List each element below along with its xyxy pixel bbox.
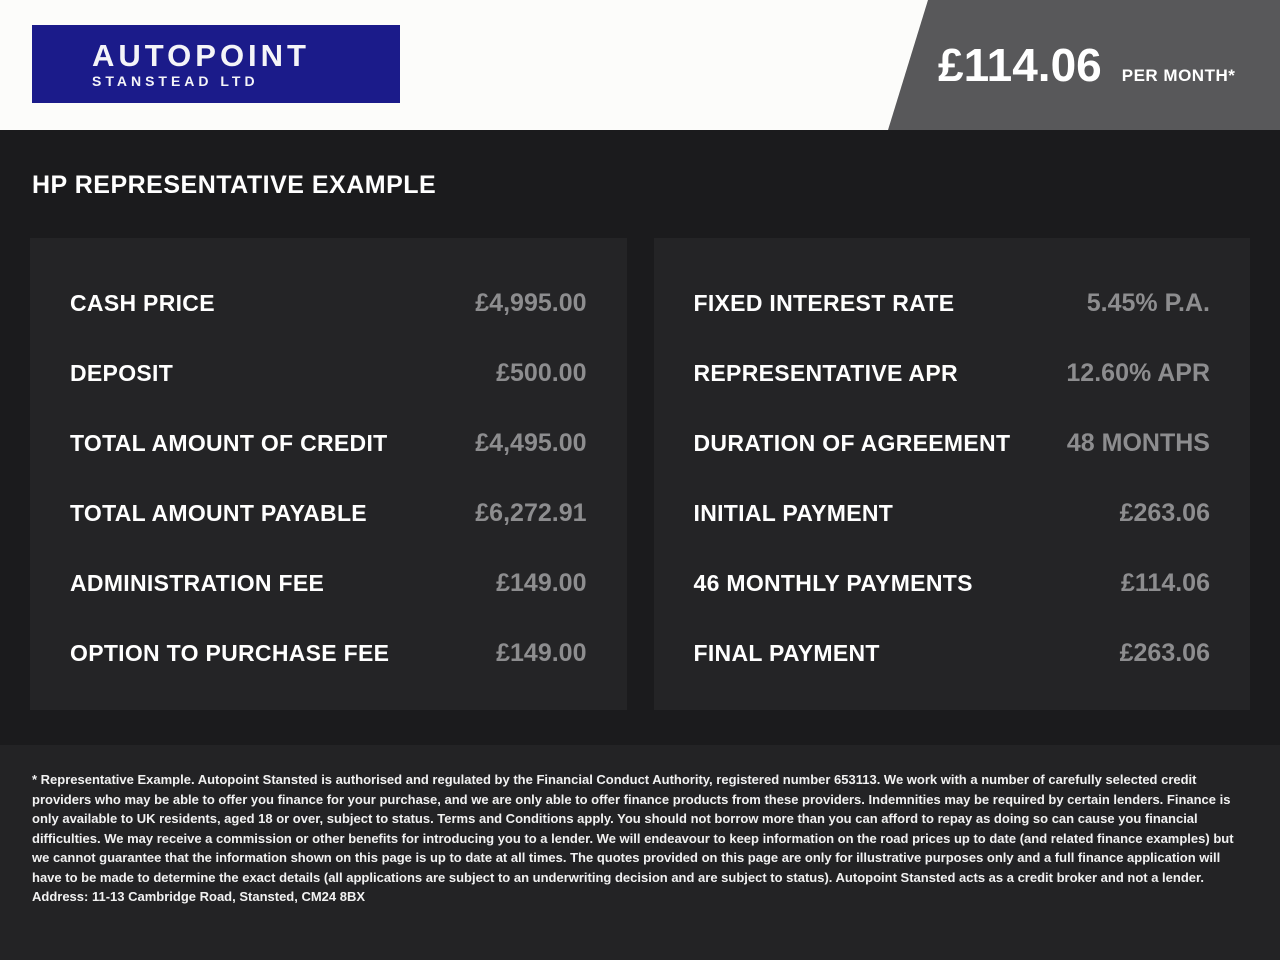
- finance-row-value: 5.45% P.A.: [1086, 288, 1210, 317]
- finance-row-value: £149.00: [496, 568, 587, 597]
- finance-row-label: FIXED INTEREST RATE: [693, 289, 955, 316]
- finance-row-value: 12.60% APR: [1066, 358, 1210, 387]
- finance-row: FIXED INTEREST RATE 5.45% P.A.: [694, 268, 1211, 338]
- finance-row: REPRESENTATIVE APR 12.60% APR: [694, 338, 1211, 408]
- finance-row-value: 48 MONTHS: [1066, 428, 1210, 457]
- finance-row-value: £500.00: [496, 358, 587, 387]
- finance-row-value: £114.06: [1121, 568, 1210, 597]
- dealer-logo-name: AUTOPOINT: [92, 38, 310, 73]
- finance-row: FINAL PAYMENT £263.06: [694, 618, 1211, 688]
- finance-row-label: TOTAL AMOUNT PAYABLE: [70, 499, 367, 526]
- monthly-price-banner: £114.06 PER MONTH*: [888, 0, 1280, 130]
- finance-row: INITIAL PAYMENT £263.06: [694, 478, 1211, 548]
- finance-row-label: DURATION OF AGREEMENT: [693, 429, 1011, 456]
- finance-row-value: £4,995.00: [475, 288, 587, 317]
- page-title: HP REPRESENTATIVE EXAMPLE: [32, 171, 437, 199]
- finance-panel-terms: FIXED INTEREST RATE 5.45% P.A. REPRESENT…: [653, 238, 1250, 710]
- finance-row-value: £263.06: [1119, 638, 1210, 667]
- finance-row-label: INITIAL PAYMENT: [693, 499, 894, 526]
- dealer-logo: AUTOPOINT STANSTEAD LTD: [32, 25, 400, 103]
- finance-row-value: £149.00: [496, 638, 587, 667]
- finance-row: TOTAL AMOUNT OF CREDIT £4,495.00: [70, 408, 587, 478]
- finance-panels: CASH PRICE £4,995.00 DEPOSIT £500.00 TOT…: [30, 238, 1250, 710]
- finance-row-label: DEPOSIT: [70, 359, 174, 386]
- dealer-logo-subtitle: STANSTEAD LTD: [92, 73, 259, 89]
- finance-row: OPTION TO PURCHASE FEE £149.00: [70, 618, 587, 688]
- finance-row-label: OPTION TO PURCHASE FEE: [70, 639, 390, 666]
- finance-row-label: TOTAL AMOUNT OF CREDIT: [70, 429, 388, 456]
- finance-row-label: ADMINISTRATION FEE: [70, 569, 325, 596]
- finance-row: CASH PRICE £4,995.00: [70, 268, 587, 338]
- legal-disclaimer: * Representative Example. Autopoint Stan…: [32, 772, 1234, 904]
- finance-row-label: FINAL PAYMENT: [693, 639, 880, 666]
- finance-row-value: £4,495.00: [475, 428, 587, 457]
- header: AUTOPOINT STANSTEAD LTD £114.06 PER MONT…: [0, 0, 1280, 130]
- finance-panel-amounts: CASH PRICE £4,995.00 DEPOSIT £500.00 TOT…: [30, 238, 627, 710]
- finance-row-label: 46 MONTHLY PAYMENTS: [693, 569, 973, 596]
- finance-row: DURATION OF AGREEMENT 48 MONTHS: [694, 408, 1211, 478]
- monthly-price-period: PER MONTH*: [1121, 66, 1236, 85]
- finance-row-value: £6,272.91: [475, 498, 587, 527]
- finance-row-label: CASH PRICE: [70, 289, 215, 316]
- footer: * Representative Example. Autopoint Stan…: [0, 745, 1280, 960]
- finance-row-label: REPRESENTATIVE APR: [693, 359, 958, 386]
- monthly-price-amount: £114.06: [938, 39, 1102, 91]
- finance-row: 46 MONTHLY PAYMENTS £114.06: [694, 548, 1211, 618]
- finance-row: DEPOSIT £500.00: [70, 338, 587, 408]
- finance-row-value: £263.06: [1119, 498, 1210, 527]
- finance-row: TOTAL AMOUNT PAYABLE £6,272.91: [70, 478, 587, 548]
- finance-row: ADMINISTRATION FEE £149.00: [70, 548, 587, 618]
